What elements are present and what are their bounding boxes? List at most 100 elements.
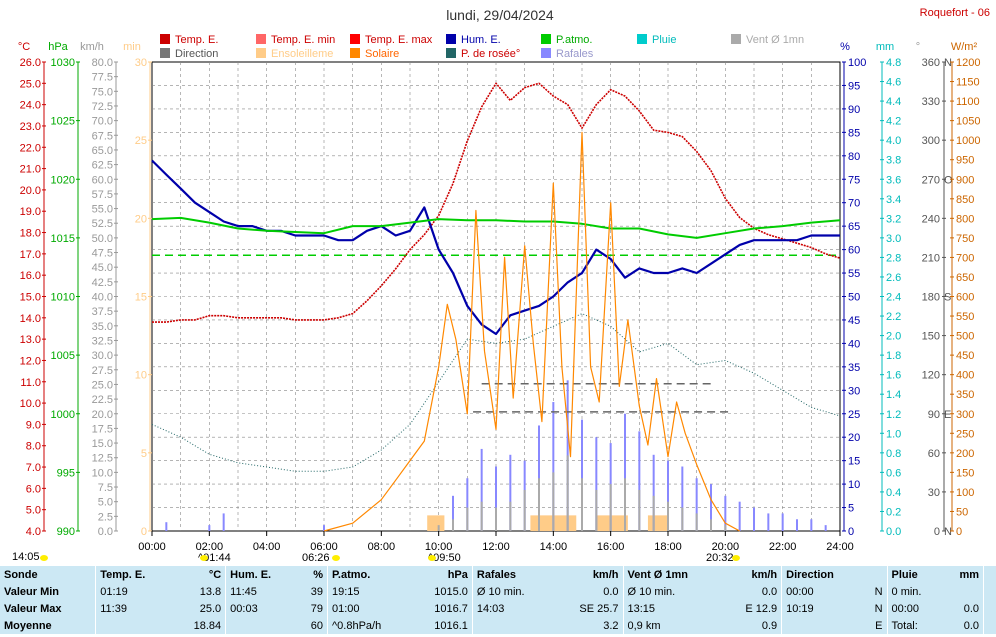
stats-cell-value: 1016.1	[434, 619, 468, 632]
legend-swatch	[446, 48, 456, 58]
axis-tick-label: 150	[956, 467, 974, 479]
wind-bar	[724, 495, 727, 531]
axis-tick-label: 1100	[956, 96, 980, 108]
axis-tick-label: 8.0	[26, 441, 41, 453]
axis-tick-label: 1.8	[886, 350, 901, 362]
stats-table: Sonde Temp. E. °C Hum. E. % P.atmo. hPa …	[0, 566, 996, 634]
stats-cell-value: 25.0	[199, 602, 222, 615]
stats-cell-value: 0.0	[963, 619, 980, 632]
stats-cell-time: ^0.8hPa/h	[327, 617, 412, 634]
legend-label: Ensoleilleme	[271, 48, 333, 60]
x-tick-label: 18:00	[654, 541, 682, 553]
axis-tick-label: 57.5	[92, 189, 113, 201]
wind-bar	[437, 525, 440, 531]
sunshine-block	[596, 515, 628, 531]
stats-filler	[983, 583, 996, 600]
stats-cell-value: 60	[310, 619, 323, 632]
axis-tick-label: 6.0	[26, 483, 41, 495]
axis-tick-label: 1150	[956, 77, 980, 89]
legend-swatch	[446, 34, 456, 44]
plot-area	[151, 82, 841, 532]
axis-tick-label: 47.5	[92, 248, 113, 260]
sun-markers: 14:05 ^01:44 06:26 ^09:50 20:32	[12, 551, 740, 564]
stats-cell-value: N	[874, 602, 883, 615]
axis-tick-label: 70.0	[92, 116, 113, 128]
legend-label: P.atmo.	[556, 34, 593, 46]
axis-tick-label: 55.0	[92, 204, 113, 216]
axis-tick-label: 15.0	[20, 292, 41, 304]
stats-cell-time: 00:03	[225, 600, 298, 617]
axis-tick-label: 1025	[51, 116, 75, 128]
series-line	[323, 131, 740, 532]
axis-tick-label: 2.2	[886, 311, 901, 323]
stats-cell-value: 18.84	[193, 619, 222, 632]
direction-cardinal-label: O	[944, 174, 953, 186]
wind-bar	[695, 478, 698, 531]
stats-cell-time: 10:19	[781, 600, 864, 617]
x-tick-label: 02:00	[196, 541, 224, 553]
sunrise2-label: 06:26	[302, 552, 330, 564]
axis-tick-label: 40.0	[92, 292, 113, 304]
wind-bar	[824, 525, 827, 531]
axis-tick-label: 0.0	[98, 526, 113, 538]
axis-tick-label: 35	[848, 362, 860, 374]
wind-bar	[552, 472, 555, 531]
axis-tick-label: 2.6	[886, 272, 901, 284]
axis-tick-label: 85	[848, 127, 860, 139]
axis-tick-label: 300	[922, 135, 940, 147]
axis-tick-label: 62.5	[92, 160, 113, 172]
axis-tick-label: 40	[848, 338, 860, 350]
stats-cell-value: E	[875, 619, 883, 632]
x-tick-label: 24:00	[826, 541, 854, 553]
axis-tick-label: 65	[848, 221, 860, 233]
axis-tick-label: 26.0	[20, 57, 41, 69]
wind-bar	[681, 507, 684, 531]
sun-marker-icon	[732, 555, 740, 561]
axis-tick-label: 10	[135, 370, 147, 382]
wind-bar	[724, 525, 727, 531]
wind-bar	[495, 466, 497, 531]
axis-tick-label: 67.5	[92, 130, 113, 142]
stats-header-temp-unit: °C	[208, 568, 222, 581]
wind-bar	[710, 519, 712, 531]
axis-tick-label: 5.0	[98, 497, 113, 509]
x-tick-label: 20:00	[712, 541, 740, 553]
axis-tick-label: 90	[928, 409, 940, 421]
wind-bar	[667, 460, 669, 531]
axis-tick-label: 0	[956, 526, 962, 538]
axis-tick-label: 14.0	[20, 313, 41, 325]
axis-tick-label: 4.0	[886, 135, 901, 147]
axis-tick-label: 30	[135, 57, 147, 69]
axis-tick-label: 270	[922, 174, 940, 186]
stats-cell-time: Ø 10 min.	[622, 583, 724, 600]
axis-tick-label: 150	[922, 331, 940, 343]
axis-tick-label: 25	[135, 135, 147, 147]
axis-tick-label: 10.0	[92, 467, 113, 479]
axis-tick-label: 1015	[51, 233, 75, 245]
axis-tick-label: 3.6	[886, 174, 901, 186]
axis-tick-label: 20.0	[92, 409, 113, 421]
stats-cell-time: Ø 10 min.	[471, 583, 554, 600]
left-time-label: 14:05	[12, 551, 40, 563]
axis-tick-label: 700	[956, 252, 974, 264]
axis-tick-label: 50	[956, 506, 968, 518]
wind-bar	[480, 448, 483, 531]
axis-unit-label: %	[840, 41, 850, 53]
wind-bar	[624, 478, 626, 531]
axis-tick-label: 37.5	[92, 306, 113, 318]
axis-tick-label: 55	[848, 268, 860, 280]
stats-row-max: Valeur Max 11:39 25.0 00:03 79 01:00 101…	[0, 600, 996, 617]
stats-cell-value	[943, 583, 984, 600]
axis-tick-label: 7.0	[26, 462, 41, 474]
axis-tick-label: 100	[956, 487, 974, 499]
axis-tick-label: 72.5	[92, 101, 113, 113]
wind-bar	[466, 478, 469, 531]
axis-tick-label: 27.5	[92, 365, 113, 377]
stats-cell-value: 0.0	[963, 602, 980, 615]
solar-noon-label: ^09:50	[428, 552, 461, 564]
weather-chart: lundi, 29/04/2024 Roquefort - 06 Temp. E…	[12, 7, 990, 564]
legend-swatch	[731, 34, 741, 44]
stats-cell-value: 13.8	[199, 585, 222, 598]
wind-bar	[796, 519, 798, 531]
axis-tick-label: 0	[934, 526, 940, 538]
